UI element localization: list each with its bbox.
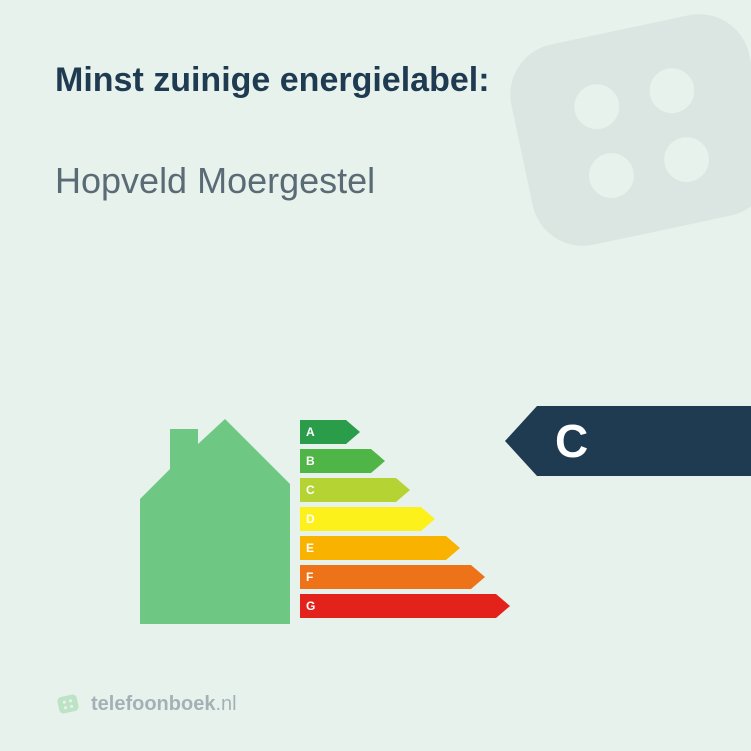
bar-letter: C [306, 478, 315, 502]
energy-chart: ABCDEFG C [140, 390, 700, 650]
bar-letter: G [306, 594, 315, 618]
watermark-logo [481, 0, 751, 290]
subheading: Hopveld Moergestel [55, 159, 696, 202]
indicator-shape [505, 406, 751, 476]
footer-brand: telefoonboek.nl [91, 693, 237, 716]
footer-logo-icon [55, 691, 81, 717]
bar-letter: B [306, 449, 315, 473]
indicator-letter: C [555, 414, 588, 468]
bar-letter: F [306, 565, 313, 589]
footer: telefoonboek.nl [55, 691, 237, 717]
footer-brand-bold: telefoonboek [91, 693, 215, 715]
rating-indicator: C [505, 406, 751, 476]
bar-letter: E [306, 536, 314, 560]
bar-letter: A [306, 420, 315, 444]
energy-label-card: Minst zuinige energielabel: Hopveld Moer… [0, 0, 751, 751]
bar-letter: D [306, 507, 315, 531]
footer-brand-light: .nl [215, 693, 236, 715]
heading: Minst zuinige energielabel: [55, 60, 696, 101]
house-icon [140, 414, 290, 624]
